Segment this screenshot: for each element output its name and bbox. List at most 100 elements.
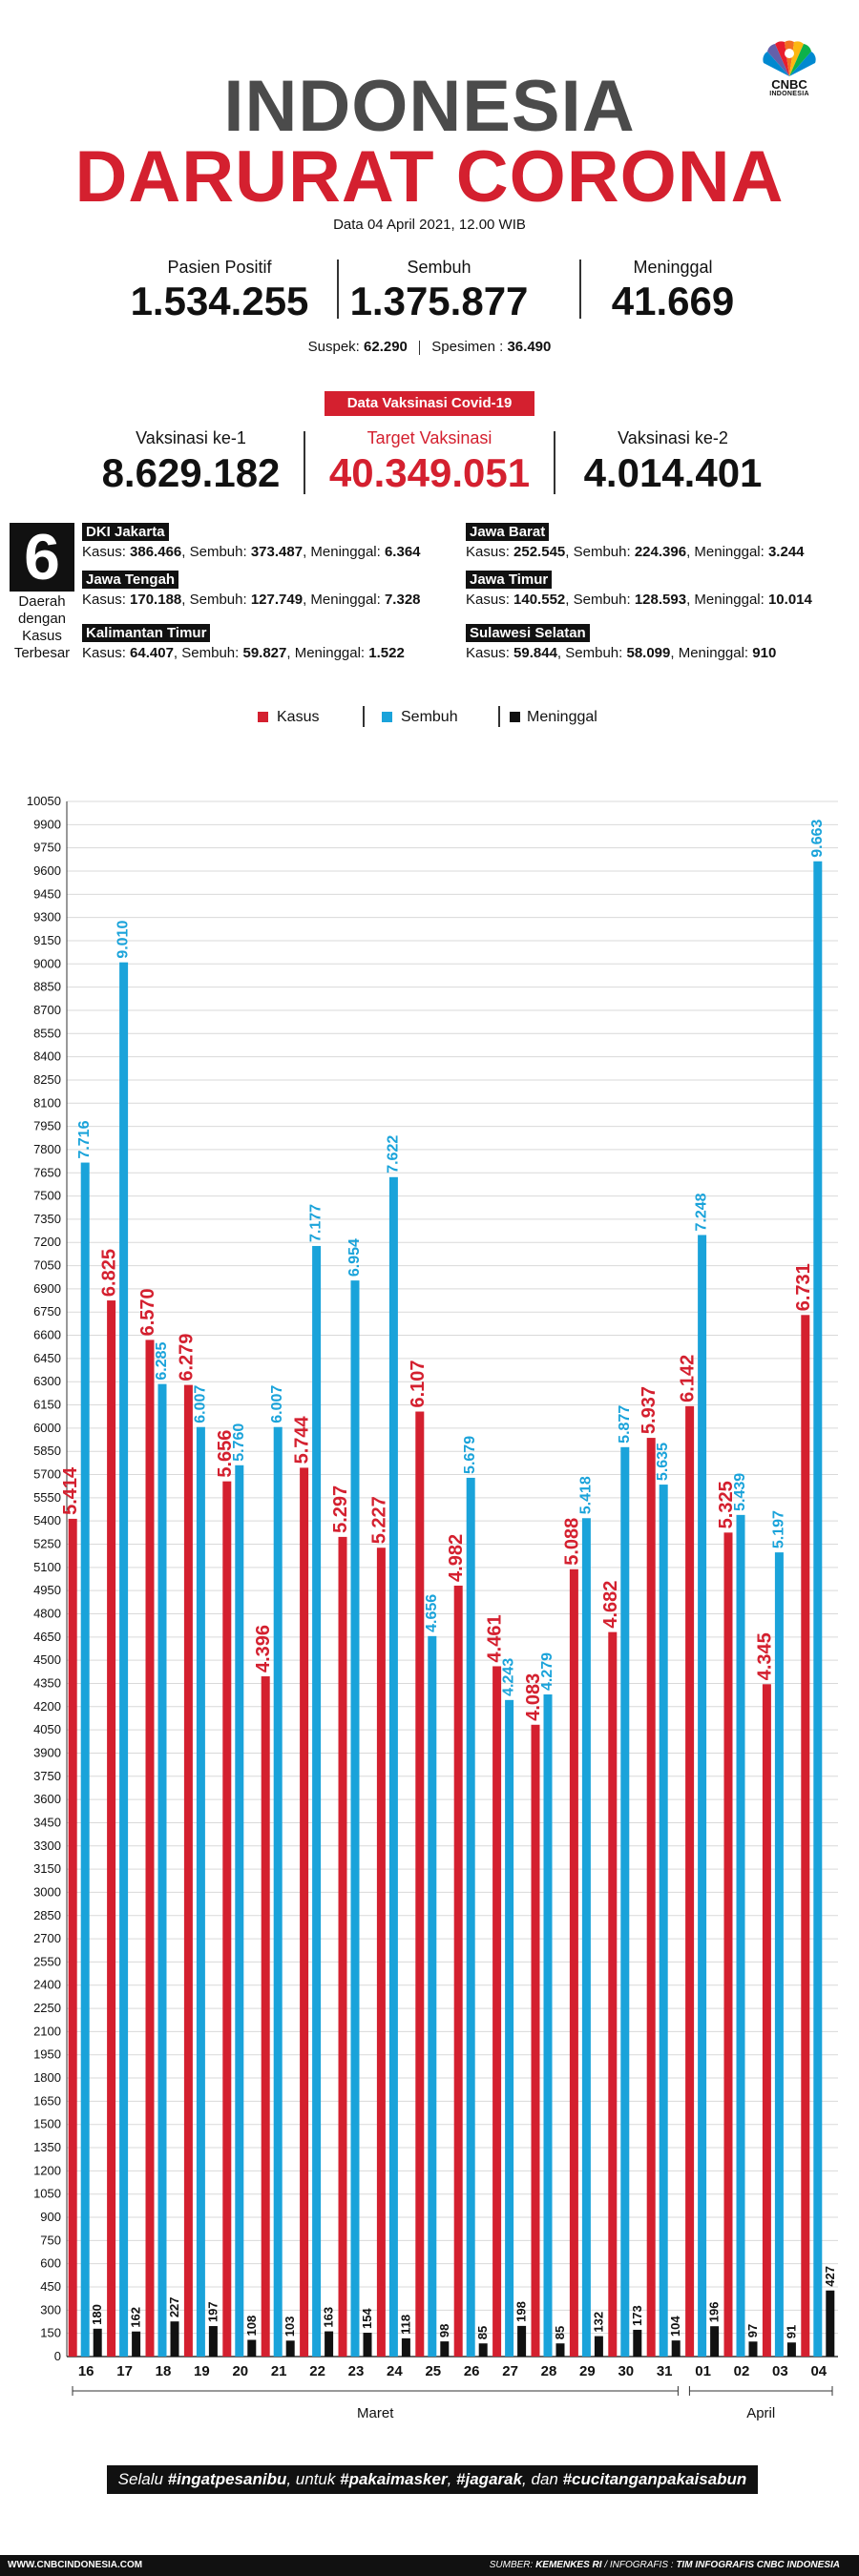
recovered-value: 1.375.877: [349, 279, 529, 323]
bar-sembuh: [312, 1245, 322, 2357]
x-tick-label: 24: [387, 2363, 403, 2379]
y-tick-label: 2550: [33, 1954, 61, 1968]
data-label-meninggal: 118: [398, 2315, 412, 2335]
data-label-meninggal: 197: [205, 2301, 220, 2322]
legend-divider: [363, 706, 365, 727]
y-tick-label: 7050: [33, 1258, 61, 1273]
region-stats: Kasus: 252.545, Sembuh: 224.396, Meningg…: [466, 544, 805, 560]
x-tick-label: 19: [194, 2363, 210, 2379]
y-tick-label: 9450: [33, 886, 61, 901]
bar-meninggal: [247, 2339, 257, 2357]
data-label-meninggal: 98: [437, 2324, 451, 2337]
stat-divider: [579, 260, 581, 319]
bar-kasus: [453, 1585, 463, 2357]
data-label-kasus: 5.414: [60, 1466, 81, 1515]
y-tick-label: 1650: [33, 2093, 61, 2108]
data-label-meninggal: 196: [707, 2302, 722, 2323]
deaths-label: Meninggal: [633, 258, 713, 277]
data-label-meninggal: 227: [167, 2296, 181, 2317]
bottom-bar: [0, 2555, 859, 2576]
bar-meninggal: [401, 2337, 410, 2357]
bar-meninggal: [325, 2331, 334, 2357]
bar-meninggal: [440, 2341, 450, 2357]
bar-kasus: [145, 1340, 155, 2357]
y-tick-label: 0: [54, 2349, 61, 2363]
spesimen-value: 36.490: [507, 339, 552, 355]
legend-swatch-kasus: [258, 712, 268, 722]
data-label-sembuh: 5.197: [770, 1510, 786, 1548]
sub-divider: [419, 340, 421, 355]
region-name: Kalimantan Timur: [82, 624, 211, 642]
y-tick-label: 1800: [33, 2070, 61, 2085]
y-tick-label: 7950: [33, 1119, 61, 1133]
vax-first-label: Vaksinasi ke-1: [136, 428, 246, 447]
title-line2: DARURAT CORONA: [74, 136, 785, 218]
y-tick-label: 1350: [33, 2140, 61, 2154]
x-tick-label: 31: [657, 2363, 673, 2379]
y-tick-label: 8700: [33, 1003, 61, 1017]
region-caption: Daerah dengan Kasus Terbesar: [13, 593, 71, 661]
bar-kasus: [531, 1724, 540, 2357]
source-credit: SUMBER: KEMENKES RI / INFOGRAFIS : TIM I…: [489, 2560, 840, 2570]
bar-sembuh: [581, 1518, 591, 2357]
legend-meninggal: Meninggal: [527, 709, 597, 725]
bar-sembuh: [774, 1552, 784, 2357]
x-tick-label: 03: [772, 2363, 788, 2379]
y-tick-label: 4500: [33, 1652, 61, 1667]
y-tick-label: 9600: [33, 863, 61, 878]
footer-slogan: Selalu #ingatpesanibu, untuk #pakaimaske…: [107, 2465, 758, 2494]
bar-sembuh: [659, 1485, 668, 2357]
data-label-sembuh: 5.679: [462, 1436, 478, 1474]
bar-kasus: [376, 1548, 386, 2357]
data-label-sembuh: 9.663: [809, 820, 826, 858]
region-stats: Kasus: 170.188, Sembuh: 127.749, Meningg…: [82, 592, 421, 608]
y-tick-label: 3450: [33, 1815, 61, 1829]
y-tick-label: 6900: [33, 1281, 61, 1296]
y-tick-label: 8850: [33, 980, 61, 994]
spesimen-label: Spesimen :: [431, 339, 504, 355]
y-tick-label: 4800: [33, 1606, 61, 1620]
y-tick-label: 9300: [33, 910, 61, 924]
bar-meninggal: [786, 2342, 796, 2357]
data-label-meninggal: 108: [244, 2316, 259, 2337]
site-url: WWW.CNBCINDONESIA.COM: [8, 2560, 143, 2570]
bar-meninggal: [555, 2343, 565, 2357]
bar-sembuh: [813, 861, 823, 2358]
data-label-sembuh: 5.439: [732, 1473, 748, 1511]
bar-meninggal: [285, 2340, 295, 2357]
bar-kasus: [569, 1568, 578, 2357]
bar-kasus: [183, 1384, 193, 2357]
y-tick-label: 10050: [27, 794, 61, 808]
y-tick-label: 4950: [33, 1583, 61, 1597]
bar-sembuh: [119, 962, 129, 2357]
bar-kasus: [608, 1631, 618, 2357]
vax-second-label: Vaksinasi ke-2: [618, 428, 728, 447]
y-tick-label: 4050: [33, 1722, 61, 1736]
x-tick-label: 20: [232, 2363, 248, 2379]
data-label-kasus: 6.142: [678, 1355, 699, 1402]
x-tick-label: 28: [541, 2363, 557, 2379]
logo-subtext: INDONESIA: [769, 91, 809, 97]
bar-sembuh: [620, 1446, 630, 2357]
month-label: April: [746, 2405, 775, 2421]
y-tick-label: 5700: [33, 1467, 61, 1482]
data-label-sembuh: 6.285: [154, 1342, 170, 1381]
y-tick-label: 900: [40, 2210, 61, 2224]
region-stats: Kasus: 140.552, Sembuh: 128.593, Meningg…: [466, 592, 812, 608]
region-stats: Kasus: 64.407, Sembuh: 59.827, Meninggal…: [82, 645, 405, 661]
vax-first-value: 8.629.182: [101, 450, 281, 495]
y-tick-label: 9750: [33, 841, 61, 855]
suspek-value: 62.290: [364, 339, 408, 355]
data-label-meninggal: 163: [322, 2307, 336, 2328]
legend-swatch-meninggal: [510, 712, 520, 722]
data-label-sembuh: 7.177: [308, 1204, 325, 1242]
y-tick-label: 3300: [33, 1839, 61, 1853]
data-label-sembuh: 5.877: [617, 1405, 633, 1444]
bar-kasus: [68, 1518, 77, 2357]
legend-kasus: Kasus: [277, 709, 320, 725]
bar-meninggal: [594, 2336, 603, 2357]
data-label-kasus: 5.937: [639, 1386, 660, 1434]
data-label-meninggal: 180: [90, 2304, 104, 2325]
y-tick-label: 6000: [33, 1421, 61, 1435]
bar-kasus: [415, 1411, 425, 2357]
